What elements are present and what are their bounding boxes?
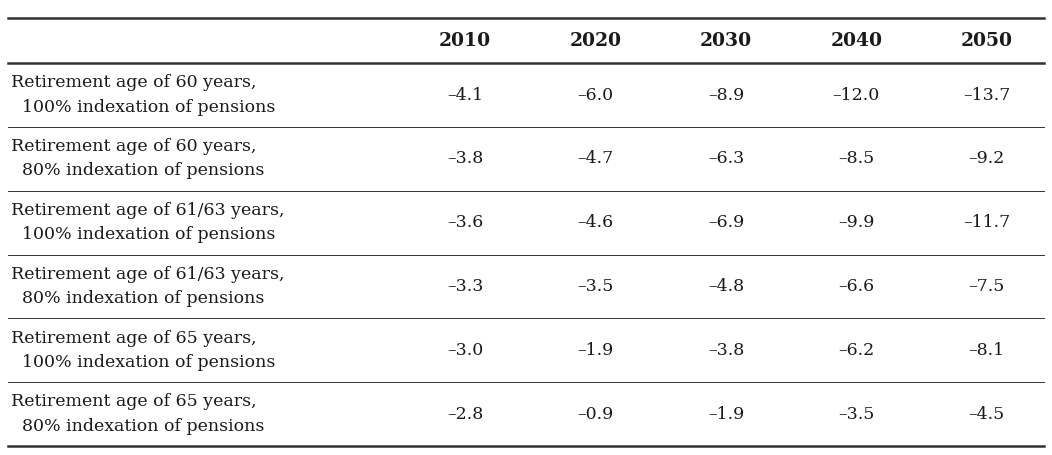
Text: –4.5: –4.5	[969, 405, 1005, 423]
Text: Retirement age of 65 years,
  100% indexation of pensions: Retirement age of 65 years, 100% indexat…	[11, 329, 275, 371]
Text: Retirement age of 60 years,
  100% indexation of pensions: Retirement age of 60 years, 100% indexat…	[11, 75, 275, 116]
Text: –1.9: –1.9	[708, 405, 744, 423]
Text: –13.7: –13.7	[963, 86, 1011, 103]
Text: –7.5: –7.5	[969, 278, 1005, 295]
Text: –2.8: –2.8	[447, 405, 483, 423]
Text: –3.5: –3.5	[578, 278, 613, 295]
Text: –4.7: –4.7	[578, 150, 613, 167]
Text: 2030: 2030	[700, 32, 752, 50]
Text: –1.9: –1.9	[578, 342, 613, 359]
Text: –3.8: –3.8	[447, 150, 483, 167]
Text: –9.9: –9.9	[838, 214, 874, 231]
Text: –3.8: –3.8	[708, 342, 744, 359]
Text: –8.9: –8.9	[708, 86, 744, 103]
Text: –6.3: –6.3	[708, 150, 744, 167]
Text: –9.2: –9.2	[969, 150, 1005, 167]
Text: –4.1: –4.1	[447, 86, 483, 103]
Text: –6.2: –6.2	[838, 342, 874, 359]
Text: –3.6: –3.6	[447, 214, 483, 231]
Text: –0.9: –0.9	[578, 405, 613, 423]
Text: 2020: 2020	[569, 32, 622, 50]
Text: –6.0: –6.0	[578, 86, 613, 103]
Text: –11.7: –11.7	[964, 214, 1010, 231]
Text: –4.8: –4.8	[708, 278, 744, 295]
Text: Retirement age of 61/63 years,
  100% indexation of pensions: Retirement age of 61/63 years, 100% inde…	[11, 202, 284, 243]
Text: –3.3: –3.3	[447, 278, 483, 295]
Text: –3.0: –3.0	[447, 342, 483, 359]
Text: Retirement age of 61/63 years,
  80% indexation of pensions: Retirement age of 61/63 years, 80% index…	[11, 266, 284, 307]
Text: –8.5: –8.5	[838, 150, 874, 167]
Text: 2040: 2040	[830, 32, 883, 50]
Text: –6.9: –6.9	[708, 214, 744, 231]
Text: Retirement age of 60 years,
  80% indexation of pensions: Retirement age of 60 years, 80% indexati…	[11, 138, 264, 179]
Text: 2010: 2010	[439, 32, 491, 50]
Text: Retirement age of 65 years,
  80% indexation of pensions: Retirement age of 65 years, 80% indexati…	[11, 394, 264, 435]
Text: –4.6: –4.6	[578, 214, 613, 231]
Text: –6.6: –6.6	[838, 278, 874, 295]
Text: –8.1: –8.1	[969, 342, 1005, 359]
Text: –3.5: –3.5	[838, 405, 874, 423]
Text: –12.0: –12.0	[833, 86, 879, 103]
Text: 2050: 2050	[960, 32, 1013, 50]
